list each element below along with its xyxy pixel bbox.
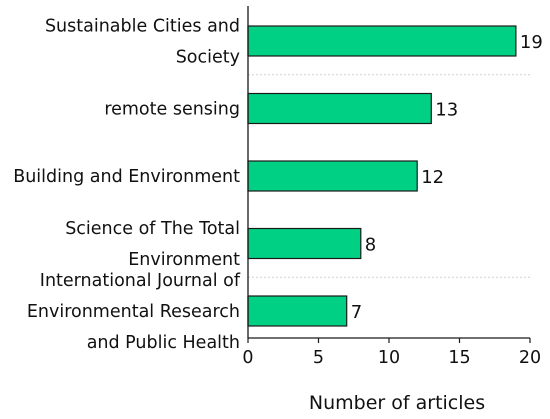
row-separators <box>248 74 530 278</box>
category-label-line: Society <box>176 48 240 68</box>
category-label: Science of The Total Environment <box>65 219 240 270</box>
value-label: 12 <box>421 167 444 188</box>
category-labels: Sustainable Cities and Society remote sens… <box>13 17 241 354</box>
x-tick-label: 20 <box>519 348 541 368</box>
category-label-line: remote sensing <box>104 100 240 120</box>
x-tick-label: 10 <box>378 348 400 368</box>
category-label-line: Science of The Total <box>65 219 240 239</box>
axes <box>247 6 531 343</box>
bar <box>247 227 362 260</box>
category-label: Building and Environment <box>13 167 240 187</box>
bar <box>247 160 418 192</box>
bar <box>247 92 432 125</box>
category-label-line: Sustainable Cities and <box>45 17 240 37</box>
value-label: 13 <box>435 100 458 121</box>
category-label-line: Environmental Research <box>27 302 240 322</box>
bar <box>247 25 517 57</box>
category-label-line: International Journal of <box>40 271 241 291</box>
x-tick-label: 0 <box>242 348 253 368</box>
x-tick-labels: 0 5 10 15 20 <box>242 348 541 368</box>
category-label: remote sensing <box>104 100 240 120</box>
category-label-line: and Public Health <box>87 333 240 353</box>
value-label: 19 <box>520 32 543 53</box>
category-label: Sustainable Cities and Society <box>45 17 240 68</box>
value-label: 7 <box>351 302 362 323</box>
x-axis-title: Number of articles <box>309 392 485 414</box>
category-label-line: Building and Environment <box>13 167 240 187</box>
x-tick-label: 5 <box>313 348 324 368</box>
bars <box>247 25 517 327</box>
value-label: 8 <box>365 235 376 256</box>
category-label: International Journal of Environmental Re… <box>27 271 241 353</box>
bar <box>247 295 348 327</box>
category-label-line: Environment <box>128 250 240 270</box>
x-tick-label: 15 <box>448 348 470 368</box>
value-labels: 19 13 12 8 7 <box>351 32 543 323</box>
